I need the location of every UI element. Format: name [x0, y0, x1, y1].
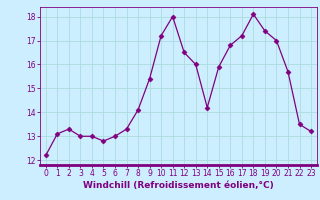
- X-axis label: Windchill (Refroidissement éolien,°C): Windchill (Refroidissement éolien,°C): [83, 181, 274, 190]
